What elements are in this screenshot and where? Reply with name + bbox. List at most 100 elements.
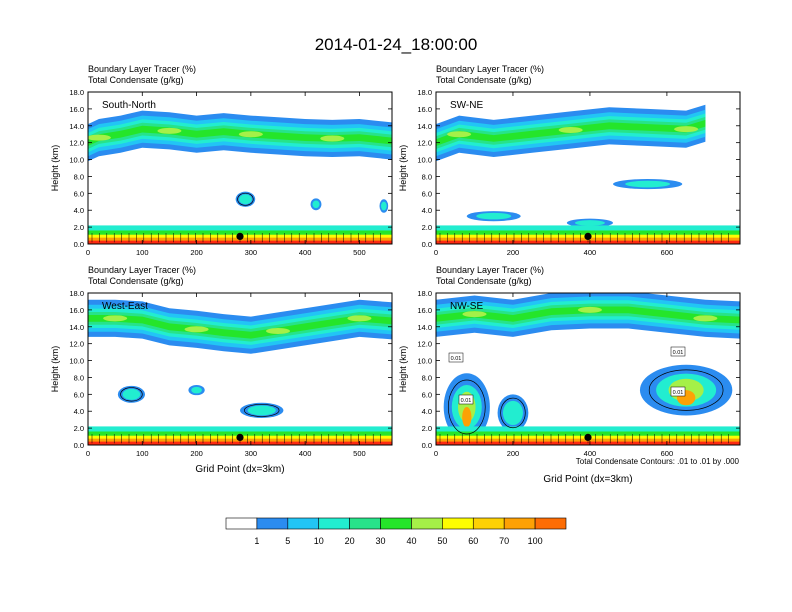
y-tick-label: 2.0 [422,223,432,232]
x-tick-label: 400 [584,248,597,257]
blob-core-2 [476,212,512,220]
y-axis-label: Height (km) [50,346,60,393]
contour-value-label: 0.01 [670,386,686,397]
y-tick-label: 18.0 [417,88,432,97]
field-title-condensate: Total Condensate (g/kg) [88,276,184,286]
colorbar-box-9 [503,517,536,530]
y-tick-label: 14.0 [417,323,432,332]
y-tick-label: 16.0 [417,306,432,315]
x-tick-label: 200 [190,449,203,458]
colorbar-box-10 [534,517,567,530]
panel-label: NW-SE [450,301,483,312]
blob-core-0 [239,194,252,205]
y-tick-label: 4.0 [422,407,432,416]
upper-layer-peak [558,127,583,133]
y-tick-label: 0.0 [74,441,84,450]
field-title-condensate: Total Condensate (g/kg) [436,276,532,286]
contour-value-text: 0.01 [673,390,684,396]
x-tick-label: 0 [434,449,438,458]
upper-layer-peak [347,315,372,322]
upper-layer-band-3 [88,312,392,342]
upper-layer-peak [462,311,487,318]
location-marker [584,433,592,441]
field-title-tracer: Boundary Layer Tracer (%) [436,64,544,74]
location-marker [584,232,592,240]
y-tick-label: 8.0 [74,373,84,382]
colorbar-box-3 [318,517,350,530]
panels: South-North Boundary Layer Tracer (%) Tota… [50,64,741,458]
y-tick-label: 6.0 [74,189,84,198]
upper-layer-peak [157,127,182,134]
colorbar-label: 30 [376,536,386,546]
blob-core-1 [574,220,605,226]
plot-frame [87,91,393,245]
blob-core-2 [502,400,523,425]
panel-1: SW-NE Boundary Layer Tracer (%)Total Cond… [398,64,741,257]
upper-layer-peak [577,306,602,313]
y-axis-label: Height (km) [398,145,408,192]
x-tick-label: 0 [86,449,90,458]
colorbar-box-5 [380,517,412,530]
x-tick-label: 200 [507,248,520,257]
y-tick-label: 12.0 [69,139,84,148]
x-tick-label: 100 [136,248,149,257]
y-tick-label: 14.0 [417,122,432,131]
y-tick-label: 12.0 [417,340,432,349]
colorbar-label: 60 [468,536,478,546]
upper-layer-peak [674,126,699,133]
y-tick-label: 10.0 [69,156,84,165]
y-tick-label: 4.0 [74,407,84,416]
x-tick-label: 300 [245,248,258,257]
y-tick-label: 0.0 [422,240,432,249]
colorbar-label: 50 [437,536,447,546]
y-tick-label: 6.0 [422,189,432,198]
colorbar: 1 5 10 20 30 40 50 60 70 100 [225,517,567,546]
panel-3: NW-SE Boundary Layer Tracer (%)Total Cond… [398,265,741,458]
y-tick-label: 14.0 [69,122,84,131]
condensate-contour [447,379,486,435]
y-tick-label: 10.0 [69,357,84,366]
x-tick-label: 400 [299,449,312,458]
colorbar-box-0 [225,517,258,530]
x-tick-label: 500 [353,449,366,458]
plot-frame [87,292,393,446]
field-title-condensate: Total Condensate (g/kg) [88,75,184,85]
colorbar-label: 40 [406,536,416,546]
y-tick-label: 18.0 [417,289,432,298]
x-tick-label: 0 [86,248,90,257]
panel-label: South-North [102,100,156,111]
blob-core-2 [191,386,202,394]
y-tick-label: 2.0 [74,223,84,232]
y-tick-label: 14.0 [69,323,84,332]
y-tick-label: 8.0 [422,172,432,181]
y-tick-label: 2.0 [422,424,432,433]
y-tick-label: 12.0 [417,139,432,148]
panel-label: SW-NE [450,100,483,111]
colorbar-label: 100 [528,536,543,546]
upper-layer-peak [103,315,128,322]
location-marker [236,433,244,441]
colorbar-label: 70 [499,536,509,546]
blob-core-0 [247,405,276,416]
blob-core-1 [312,200,320,209]
y-tick-label: 18.0 [69,88,84,97]
upper-layer-peak [238,131,263,138]
contour-value-label: 0.01 [670,346,686,357]
blob-core-0 [625,180,671,188]
y-tick-label: 4.0 [74,206,84,215]
y-tick-label: 16.0 [69,306,84,315]
y-tick-label: 16.0 [417,105,432,114]
panel-0: South-North Boundary Layer Tracer (%)Tota… [50,64,393,257]
plot-frame [435,292,741,446]
y-tick-label: 8.0 [422,373,432,382]
x-tick-label: 0 [434,248,438,257]
y-tick-label: 18.0 [69,289,84,298]
condensate-contour [243,403,280,417]
y-tick-label: 2.0 [74,424,84,433]
contour-value-text: 0.01 [461,398,472,404]
x-tick-label: 100 [136,449,149,458]
condensate-contour [237,192,254,206]
x-axis-label-right: Grid Point (dx=3km) [543,474,632,485]
colorbar-label: 1 [254,536,259,546]
colorbar-box-1 [256,517,289,530]
